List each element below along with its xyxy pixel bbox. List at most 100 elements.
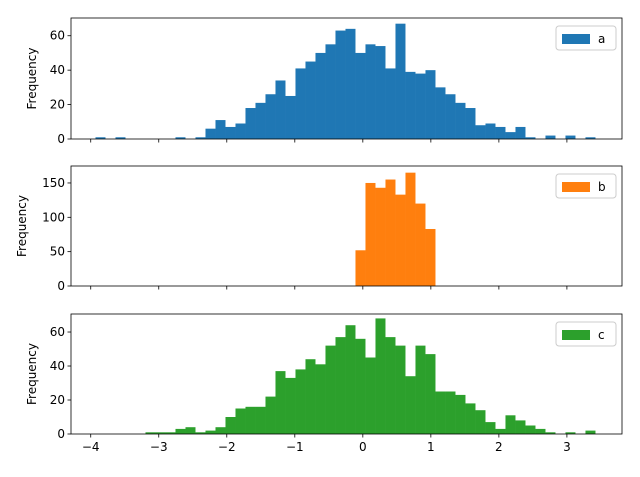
bar <box>535 428 546 434</box>
y-tick-label: 60 <box>50 29 65 43</box>
bar <box>265 94 276 139</box>
bar <box>435 87 446 139</box>
bar <box>515 420 526 434</box>
bar <box>165 432 176 434</box>
x-tick-label: 1 <box>427 440 435 454</box>
bar <box>565 135 576 139</box>
bar <box>345 325 356 434</box>
bar <box>525 425 536 434</box>
bar <box>175 137 186 139</box>
bar <box>425 354 436 434</box>
bar <box>335 30 346 140</box>
bar <box>355 52 366 139</box>
axes-frame <box>70 17 623 140</box>
x-tick-label: −4 <box>82 440 100 454</box>
x-tick-label: −3 <box>150 440 168 454</box>
bar <box>515 126 526 139</box>
bar <box>265 396 276 434</box>
bar <box>485 422 496 434</box>
bar <box>245 406 256 434</box>
bar <box>115 137 126 139</box>
bar <box>275 371 286 434</box>
bar <box>305 61 316 139</box>
bar <box>365 44 376 139</box>
legend-swatch <box>562 182 590 192</box>
bar <box>585 137 596 139</box>
y-axis-label: Frequency <box>15 195 29 257</box>
bar <box>295 369 306 434</box>
bar <box>255 102 266 139</box>
bar <box>375 46 386 139</box>
bar <box>425 228 436 286</box>
bar <box>505 415 516 434</box>
bar <box>415 345 426 434</box>
x-tick-label: −1 <box>286 440 304 454</box>
bar <box>465 403 476 434</box>
y-axis-label: Frequency <box>25 48 39 110</box>
y-tick-label: 0 <box>57 132 65 146</box>
bar <box>395 23 406 139</box>
bar <box>415 203 426 286</box>
bar <box>345 28 356 139</box>
axes-frame <box>70 313 623 435</box>
bar <box>415 73 426 139</box>
bar <box>385 68 396 139</box>
bar <box>495 428 506 434</box>
bar <box>425 70 436 139</box>
bar <box>395 194 406 286</box>
y-tick-label: 0 <box>57 427 65 441</box>
bar <box>375 187 386 286</box>
bar <box>275 80 286 139</box>
bar <box>485 123 496 139</box>
legend-label: c <box>598 328 605 342</box>
legend-label: b <box>598 180 606 194</box>
bar <box>405 172 416 286</box>
bar <box>385 337 396 434</box>
bar <box>315 52 326 139</box>
bar <box>215 427 226 434</box>
bar <box>525 137 536 139</box>
y-tick-label: 100 <box>42 210 65 224</box>
bar <box>355 338 366 434</box>
y-tick-label: 20 <box>50 393 65 407</box>
y-tick-label: 20 <box>50 98 65 112</box>
bar <box>305 359 316 434</box>
y-tick-label: 40 <box>50 63 65 77</box>
bar <box>495 126 506 139</box>
y-axis-label: Frequency <box>25 343 39 405</box>
bar <box>405 71 416 139</box>
bar <box>285 95 296 139</box>
y-tick-label: 60 <box>50 325 65 339</box>
bar <box>375 318 386 434</box>
x-tick-label: −2 <box>218 440 236 454</box>
legend-swatch <box>562 330 590 340</box>
bar <box>545 135 556 139</box>
bar <box>505 132 516 139</box>
legend-swatch <box>562 34 590 44</box>
bar <box>365 357 376 434</box>
bar <box>365 182 376 286</box>
bar <box>185 427 196 434</box>
x-tick-label: 0 <box>359 440 367 454</box>
legend-label: a <box>598 32 605 46</box>
bar <box>545 432 556 434</box>
bar <box>475 125 486 139</box>
bar <box>395 345 406 434</box>
bar <box>325 44 336 139</box>
x-tick-label: 3 <box>563 440 571 454</box>
bar <box>225 126 236 139</box>
bar <box>325 345 336 434</box>
bar <box>385 179 396 286</box>
bar <box>315 364 326 434</box>
bar <box>255 406 266 434</box>
bar <box>95 137 106 139</box>
bar <box>455 394 466 434</box>
bar <box>445 391 456 434</box>
bar <box>205 128 216 139</box>
bar <box>235 408 246 434</box>
bar <box>565 432 576 434</box>
bar <box>195 137 206 139</box>
bar <box>455 102 466 139</box>
bar <box>475 410 486 434</box>
